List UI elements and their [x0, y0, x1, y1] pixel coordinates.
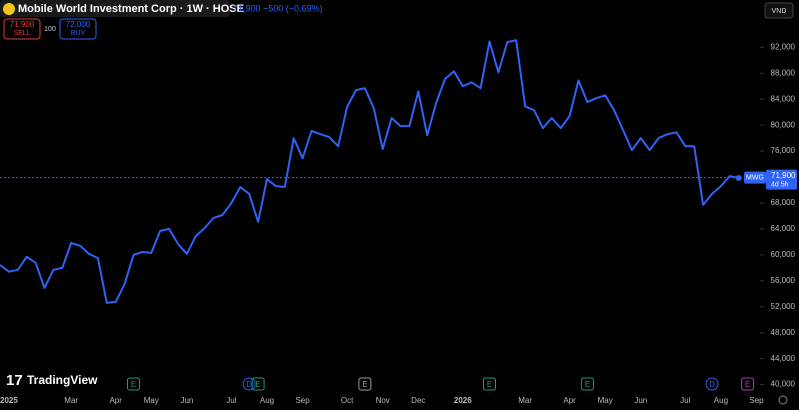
- y-tick-label: 60,000: [771, 250, 796, 259]
- price-tag: [766, 169, 797, 190]
- y-tick-label: 40,000: [771, 380, 796, 389]
- event-label: D: [246, 380, 252, 389]
- x-tick-label: Aug: [714, 396, 728, 405]
- y-tick-label: 48,000: [771, 328, 796, 337]
- event-marker: [705, 377, 719, 391]
- sell-label: SELL: [13, 30, 30, 37]
- x-tick-label: Nov: [376, 396, 390, 405]
- y-tick-label: 56,000: [771, 276, 796, 285]
- y-tick-label: 68,000: [771, 198, 796, 207]
- y-tick-label: 52,000: [771, 302, 796, 311]
- event-label: E: [487, 380, 492, 389]
- y-tick-label: 80,000: [771, 120, 796, 129]
- event-marker: [358, 377, 372, 391]
- y-tick-label: 84,000: [771, 94, 796, 103]
- event-label: E: [131, 380, 136, 389]
- countdown-label: 4d 5h: [771, 182, 789, 189]
- title-bar: [0, 0, 230, 17]
- x-tick-label: Jul: [680, 396, 690, 405]
- event-marker: [242, 377, 256, 391]
- event-marker: [483, 377, 496, 391]
- sell-price: 71,900: [10, 20, 35, 29]
- brand-logo: 17: [6, 372, 23, 389]
- event-marker: [741, 377, 755, 391]
- x-tick-label: May: [144, 396, 159, 405]
- x-tick-label: Sep: [749, 396, 764, 405]
- y-tick-label: 64,000: [771, 224, 796, 233]
- x-tick-label: Jun: [180, 396, 193, 405]
- quantity: 100: [44, 26, 56, 33]
- buy-price: 72,000: [66, 20, 91, 29]
- price-change: 71,900 −500 (−0.69%): [233, 3, 323, 13]
- event-label: E: [745, 380, 750, 389]
- currency: VND: [772, 8, 787, 15]
- currency-button[interactable]: [764, 2, 794, 19]
- price-line: [0, 39, 739, 304]
- x-tick-label: 2026: [454, 396, 472, 405]
- x-tick-label: Jun: [634, 396, 647, 405]
- title: Mobile World Investment Corp · 1W · HOSE: [18, 3, 244, 15]
- event-label: E: [362, 380, 367, 389]
- event-marker: [580, 377, 594, 391]
- x-tick-label: Dec: [411, 396, 425, 405]
- x-tick-label: Mar: [518, 396, 532, 405]
- event-marker: [127, 377, 140, 391]
- x-tick-label: Jul: [226, 396, 236, 405]
- x-tick-label: Mar: [64, 396, 78, 405]
- x-tick-label: Sep: [295, 396, 310, 405]
- buy-label: BUY: [71, 30, 86, 37]
- y-tick-label: 92,000: [771, 42, 796, 51]
- symbol-tag-label: MWG: [746, 175, 764, 182]
- x-tick-label: Aug: [260, 396, 274, 405]
- y-tick-label: 88,000: [771, 68, 796, 77]
- settings-icon[interactable]: [778, 395, 788, 405]
- symbol-tag: [744, 171, 766, 184]
- event-label: E: [585, 380, 590, 389]
- event-marker: [251, 377, 265, 391]
- y-tick-label: 76,000: [771, 146, 796, 155]
- brand: TradingView: [27, 373, 98, 387]
- symbol-logo: [3, 3, 15, 15]
- buy-button[interactable]: [59, 18, 97, 40]
- x-tick-label: May: [598, 396, 613, 405]
- event-label: D: [709, 380, 715, 389]
- x-tick-label: 2025: [0, 396, 18, 405]
- x-tick-label: Oct: [341, 396, 354, 405]
- sell-button[interactable]: [3, 18, 41, 40]
- y-tick-label: 44,000: [771, 354, 796, 363]
- event-label: E: [255, 380, 260, 389]
- x-tick-label: Apr: [109, 396, 122, 405]
- price-tag-label: 71,900: [771, 171, 796, 180]
- last-point: [735, 175, 742, 182]
- x-tick-label: Apr: [563, 396, 576, 405]
